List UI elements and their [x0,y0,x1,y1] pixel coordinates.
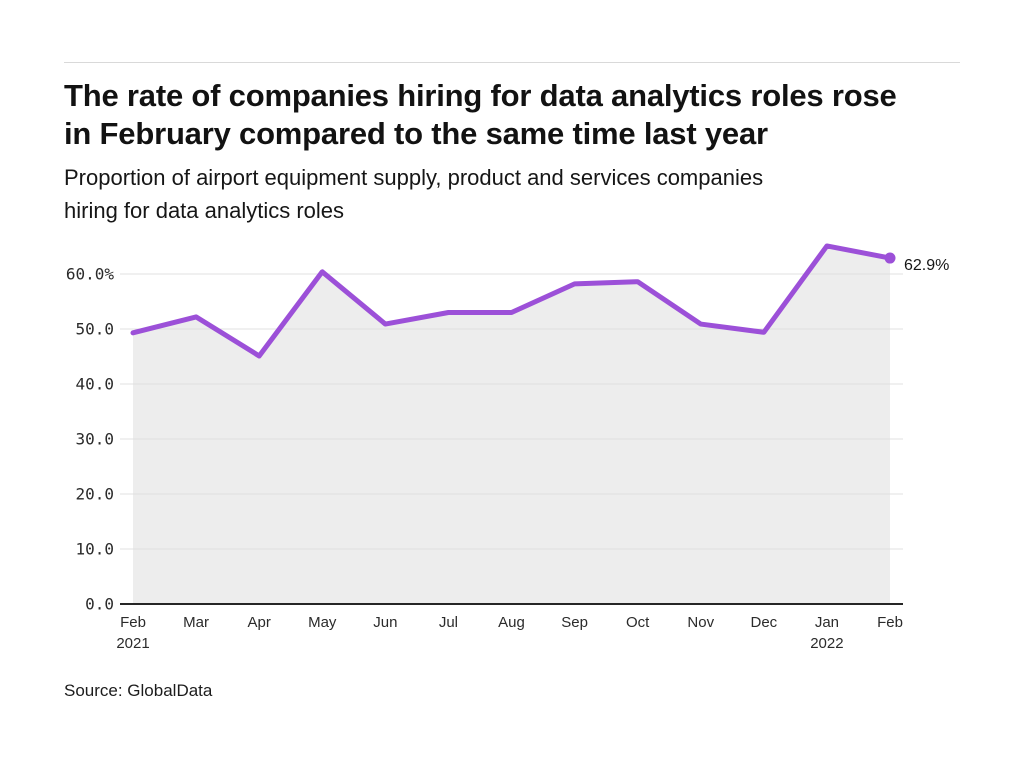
x-axis-year-label: 2022 [810,635,843,652]
y-axis-tick-label: 60.0% [66,265,115,284]
y-axis-tick-label: 50.0 [75,320,114,339]
x-axis-tick-label: Feb [120,614,146,631]
y-axis-tick-label: 0.0 [85,595,114,614]
x-axis-tick-label: Sep [561,614,588,631]
chart-subtitle: Proportion of airport equipment supply, … [64,165,764,223]
x-axis-tick-label: Mar [183,614,209,631]
series-line [130,243,893,359]
y-axis-tick-label: 20.0 [75,485,114,504]
x-axis-tick-label: Jan [815,614,839,631]
series-area [133,245,890,604]
end-point-value-label: 62.9% [904,257,949,274]
x-axis-tick-label: Nov [687,614,714,631]
x-axis-year-label: 2021 [116,635,149,652]
x-axis-tick-label: Oct [626,614,650,631]
header-divider [64,62,960,63]
x-axis-tick-label: Jun [373,614,397,631]
x-axis-tick-label: Apr [247,614,270,631]
chart-title: The rate of companies hiring for data an… [64,78,897,151]
y-axis-tick-label: 40.0 [75,375,114,394]
x-axis-tick-label: Jul [439,614,458,631]
y-axis-tick-label: 10.0 [75,540,114,559]
x-axis-tick-label: Feb [877,614,903,631]
x-axis-tick-label: May [308,614,337,631]
x-axis-tick-label: Aug [498,614,525,631]
end-point-marker [884,252,896,264]
y-axis-tick-label: 30.0 [75,430,114,449]
x-axis-tick-label: Dec [750,614,777,631]
source-text: Source: GlobalData [64,681,213,700]
